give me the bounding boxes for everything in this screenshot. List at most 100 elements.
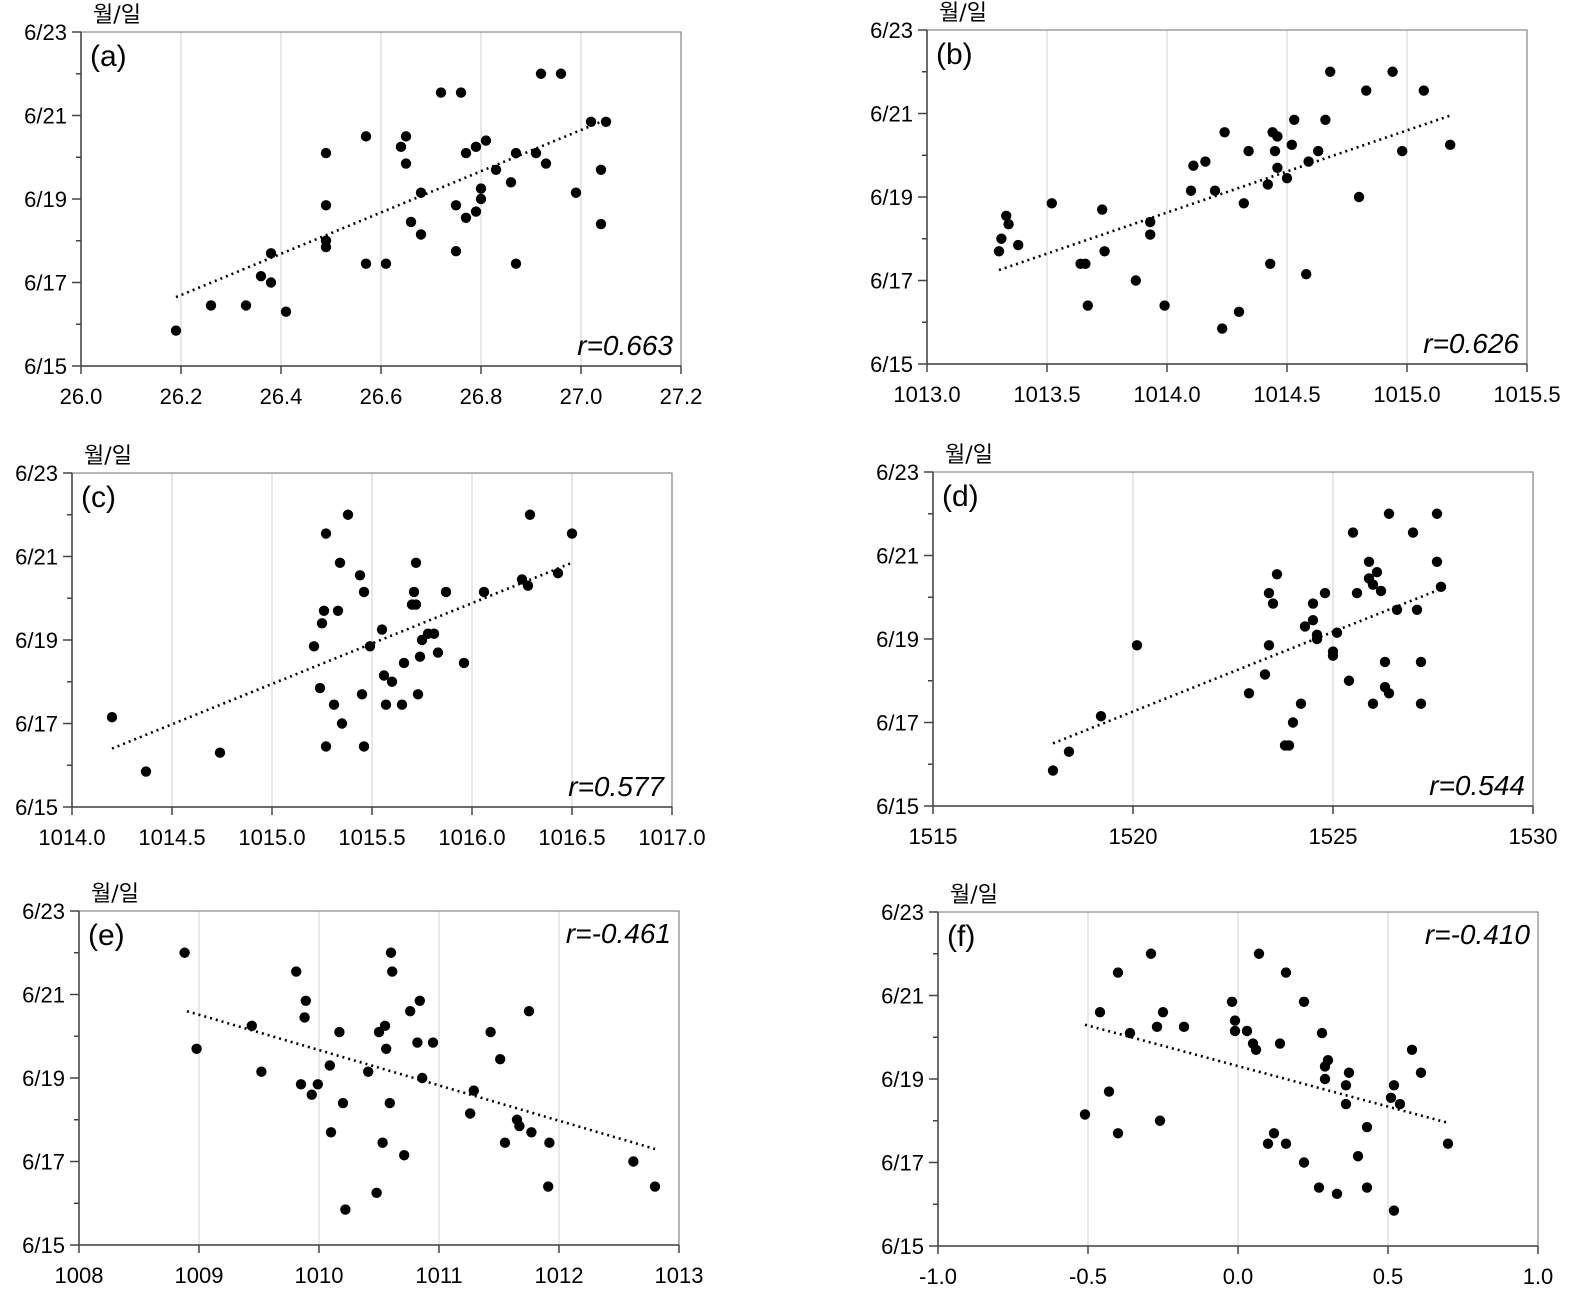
data-point xyxy=(1343,1067,1355,1078)
data-point xyxy=(1397,145,1408,157)
data-point xyxy=(544,1137,555,1148)
data-point xyxy=(325,1127,337,1138)
y-unit-label: 월/일 xyxy=(91,882,139,907)
data-point xyxy=(1383,688,1395,699)
y-tick-label: 6/23 xyxy=(870,18,913,43)
data-point xyxy=(1303,156,1314,167)
data-point xyxy=(468,1085,479,1096)
x-tick-label: 26.0 xyxy=(60,384,103,409)
data-point xyxy=(340,1204,351,1215)
data-point xyxy=(1280,1138,1292,1149)
data-point xyxy=(1367,579,1379,590)
data-point xyxy=(332,605,344,616)
data-point xyxy=(399,1150,410,1161)
trend-line xyxy=(998,114,1451,272)
data-point xyxy=(555,68,567,79)
data-point xyxy=(312,1079,323,1090)
data-point xyxy=(440,586,452,598)
data-point xyxy=(1063,746,1075,757)
data-point xyxy=(410,599,422,610)
data-point xyxy=(1281,173,1293,184)
data-point xyxy=(1047,765,1059,776)
data-point xyxy=(1272,162,1283,173)
data-point xyxy=(415,229,427,240)
y-tick-label: 6/17 xyxy=(24,271,67,296)
data-point xyxy=(1094,1007,1106,1018)
data-point xyxy=(1340,1080,1352,1091)
data-point xyxy=(450,245,462,257)
data-point xyxy=(1253,948,1265,959)
data-point xyxy=(1046,198,1058,209)
data-point xyxy=(308,641,320,652)
y-tick-label: 6/15 xyxy=(22,1233,65,1258)
data-point xyxy=(316,618,328,629)
data-point xyxy=(1387,66,1398,77)
y-tick-label: 6/21 xyxy=(15,545,58,570)
data-point xyxy=(499,1137,511,1148)
x-tick-label: 27.0 xyxy=(560,384,603,409)
y-tick-label: 6/17 xyxy=(22,1150,65,1175)
data-point xyxy=(1267,598,1279,609)
data-point xyxy=(1265,258,1276,269)
data-point xyxy=(299,1012,310,1023)
data-point xyxy=(455,87,467,98)
plot-area xyxy=(932,471,1534,807)
data-point xyxy=(318,605,330,616)
data-point xyxy=(1079,1109,1091,1120)
data-point xyxy=(1322,1055,1334,1066)
data-point xyxy=(377,1137,388,1148)
data-point xyxy=(1274,1038,1286,1049)
data-point xyxy=(1311,633,1323,645)
panel-label: (b) xyxy=(936,38,973,71)
data-point xyxy=(1243,688,1255,699)
y-tick-label: 6/19 xyxy=(24,187,67,212)
data-point xyxy=(214,747,226,758)
data-point xyxy=(552,568,564,579)
data-point xyxy=(470,206,482,217)
y-tick-label: 6/15 xyxy=(881,1234,924,1259)
data-point xyxy=(379,1020,391,1032)
data-point xyxy=(1003,218,1014,230)
data-point xyxy=(300,995,311,1006)
data-point xyxy=(1259,669,1271,680)
y-tick-label: 6/21 xyxy=(881,984,924,1009)
data-point xyxy=(1131,640,1143,651)
data-point xyxy=(1151,1021,1163,1033)
data-point xyxy=(363,1066,374,1077)
data-point xyxy=(1320,114,1331,125)
data-point xyxy=(427,1037,439,1048)
y-unit-label: 월/일 xyxy=(950,883,998,908)
data-point xyxy=(380,699,392,710)
data-point xyxy=(1097,204,1108,215)
data-point xyxy=(1226,996,1238,1007)
data-point xyxy=(364,641,376,652)
y-tick-label: 6/19 xyxy=(22,1066,65,1091)
y-tick-label: 6/19 xyxy=(870,185,913,210)
panel-b: 6/15 6/17 6/19 6/21 6/23 1013.0 1013.5 1014.0 10… xyxy=(870,1,1560,407)
data-point xyxy=(1229,1015,1241,1026)
panel-e: 6/15 6/17 6/19 6/21 6/23 1008 1009 1010 1011 1012… xyxy=(22,882,703,1288)
y-tick-label: 6/23 xyxy=(881,900,924,925)
x-tick-label: 26.8 xyxy=(460,384,503,409)
data-point xyxy=(649,1181,661,1192)
data-point xyxy=(1371,567,1383,578)
panel-label: (f) xyxy=(947,920,975,953)
data-point xyxy=(320,147,332,159)
data-point xyxy=(1112,1128,1124,1139)
data-point xyxy=(336,718,348,729)
data-point xyxy=(256,1066,267,1077)
data-point xyxy=(490,164,502,175)
y-unit-label: 월/일 xyxy=(93,3,141,28)
data-point xyxy=(415,187,427,198)
data-point xyxy=(1013,239,1024,251)
data-point xyxy=(414,651,426,662)
data-point xyxy=(291,966,302,977)
correlation-label: r=-0.410 xyxy=(1425,919,1530,950)
data-point xyxy=(1001,210,1012,221)
x-tick-label: 1530 xyxy=(1509,824,1558,849)
data-point xyxy=(205,300,217,311)
data-point xyxy=(1351,587,1363,599)
data-point xyxy=(417,1072,428,1084)
x-tick-label: 1014.5 xyxy=(1253,382,1320,407)
data-point xyxy=(1431,556,1443,567)
